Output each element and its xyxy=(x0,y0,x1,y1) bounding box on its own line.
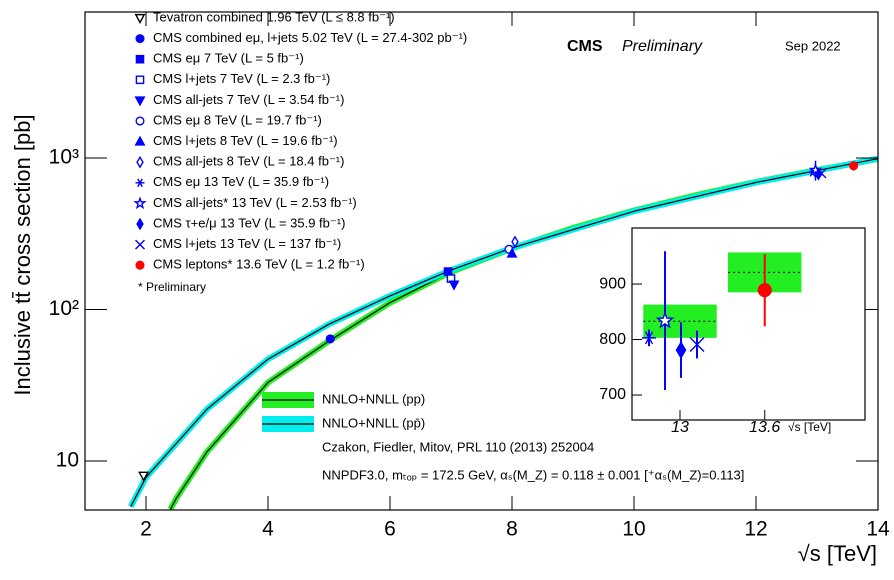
data-point xyxy=(506,247,518,258)
inset-x-tick-label: 13.6 xyxy=(749,419,780,436)
y-axis-label: Inclusive tt̄ cross section [pb] xyxy=(10,114,35,395)
legend-label: CMS τ+e/μ 13 TeV (L = 35.9 fb⁻¹) xyxy=(153,215,345,230)
y-tick-label: 10² xyxy=(49,297,79,320)
theory-line xyxy=(130,158,878,507)
legend-label: CMS eμ 8 TeV (L = 19.7 fb⁻¹) xyxy=(153,112,322,127)
legend-label: CMS l+jets 8 TeV (L = 19.6 fb⁻¹) xyxy=(153,133,338,148)
data-point xyxy=(511,235,519,249)
date: Sep 2022 xyxy=(785,38,841,53)
inset-x-label: √s [TeV] xyxy=(788,420,831,434)
legend-marker xyxy=(135,75,145,85)
inset-data-point xyxy=(689,337,705,353)
x-tick-label: 6 xyxy=(384,518,396,541)
legend-marker xyxy=(133,196,147,210)
inset-data-point xyxy=(642,331,657,345)
legend-marker xyxy=(135,260,145,270)
data-point xyxy=(849,161,859,171)
legend-marker xyxy=(135,239,145,250)
inset-data-point xyxy=(757,283,772,298)
legend-marker xyxy=(135,116,145,126)
legend-label: Tevatron combined 1.96 TeV (L ≤ 8.8 fb⁻¹… xyxy=(153,9,395,24)
status: Preliminary xyxy=(622,38,703,55)
legend-marker xyxy=(136,155,144,169)
settings: NNPDF3.0, mₜₒₚ = 172.5 GeV, αₛ(M_Z) = 0.… xyxy=(322,467,744,482)
data-point xyxy=(325,334,335,344)
data-point xyxy=(443,267,453,276)
x-tick-label: 12 xyxy=(744,518,767,541)
data-point xyxy=(448,280,460,291)
note: * Preliminary xyxy=(138,280,206,294)
inset-y-tick-label: 700 xyxy=(599,386,626,403)
x-tick-label: 2 xyxy=(140,518,152,541)
inset-data-point xyxy=(675,341,687,360)
x-tick-label: 4 xyxy=(262,518,274,541)
legend-marker xyxy=(135,34,145,44)
legend-label: CMS combined eμ, l+jets 5.02 TeV (L = 27… xyxy=(153,30,467,45)
data-point xyxy=(138,471,150,482)
legend-label: CMS l+jets 13 TeV (L = 137 fb⁻¹) xyxy=(153,236,341,251)
x-axis-label: √s [TeV] xyxy=(798,541,877,566)
plot-frame xyxy=(84,11,879,511)
legend-label: CMS all-jets 7 TeV (L = 3.54 fb⁻¹) xyxy=(153,92,344,107)
legend-label: CMS l+jets 7 TeV (L = 2.3 fb⁻¹) xyxy=(153,71,330,86)
data-point xyxy=(816,168,827,179)
legend-marker xyxy=(134,135,146,146)
data-point xyxy=(808,162,823,176)
legend-label: CMS eμ 7 TeV (L = 5 fb⁻¹) xyxy=(153,51,304,66)
inset-y-tick-label: 900 xyxy=(599,275,626,292)
legend-marker xyxy=(135,178,145,188)
legend-label: CMS eμ 13 TeV (L = 35.9 fb⁻¹) xyxy=(153,174,329,189)
legend-label: CMS all-jets* 13 TeV (L = 2.53 fb⁻¹) xyxy=(153,195,357,210)
legend-label: CMS leptons* 13.6 TeV (L = 1.2 fb⁻¹) xyxy=(153,257,365,272)
legend-label: CMS all-jets 8 TeV (L = 18.4 fb⁻¹) xyxy=(153,154,344,169)
inset-y-tick-label: 800 xyxy=(599,331,626,348)
x-tick-label: 8 xyxy=(506,518,518,541)
legend-marker xyxy=(136,217,144,231)
y-tick-label: 10³ xyxy=(49,146,79,169)
inset-x-tick-label: 13 xyxy=(671,419,689,436)
legend-marker xyxy=(134,13,146,24)
x-tick-label: 10 xyxy=(622,518,645,541)
inset-data-point xyxy=(655,310,675,329)
experiment: CMS xyxy=(567,38,603,55)
legend-label: NNLO+NNLL (pp) xyxy=(322,391,425,406)
x-tick-label: 14 xyxy=(866,518,890,541)
legend-marker xyxy=(134,96,146,107)
reference: Czakon, Fiedler, Mitov, PRL 110 (2013) 2… xyxy=(322,439,594,454)
y-tick-label: 10 xyxy=(56,449,79,472)
legend-label: NNLO+NNLL (pp̄) xyxy=(322,415,425,430)
legend-marker xyxy=(135,54,145,64)
